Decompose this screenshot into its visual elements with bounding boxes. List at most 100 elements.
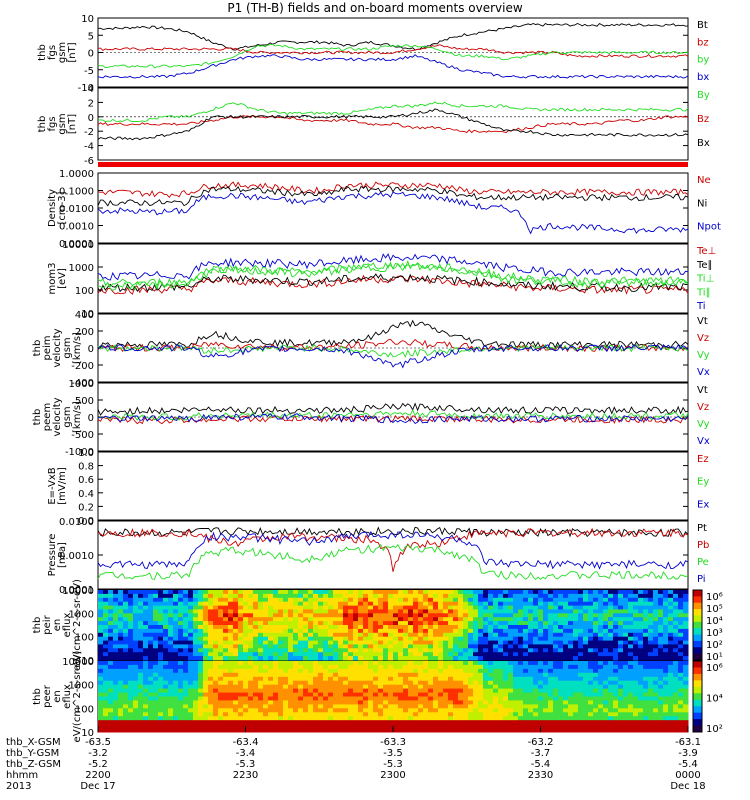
heatmap-cell — [538, 672, 544, 678]
heatmap-cell — [508, 728, 514, 733]
heatmap-cell — [608, 636, 614, 642]
heatmap-cell — [408, 644, 414, 649]
heatmap-cell — [458, 684, 464, 690]
heatmap-cell — [208, 636, 214, 642]
heatmap-cell — [223, 708, 229, 713]
heatmap-cell — [598, 628, 604, 634]
heatmap-cell — [298, 593, 304, 599]
heatmap-cell — [473, 712, 479, 717]
x-tick-label: Dec 18 — [670, 781, 705, 792]
heatmap-cell — [603, 648, 609, 653]
heatmap-cell — [223, 720, 229, 725]
heatmap-cell — [158, 593, 164, 599]
heatmap-cell — [583, 680, 589, 686]
heatmap-cell — [453, 668, 459, 674]
heatmap-cell — [188, 724, 194, 729]
heatmap-cell — [648, 676, 654, 682]
heatmap-cell — [363, 708, 369, 713]
heatmap-cell — [668, 692, 674, 697]
heatmap-cell — [218, 704, 224, 709]
heatmap-cell — [653, 632, 659, 638]
heatmap-cell — [683, 672, 689, 678]
heatmap-cell — [198, 640, 204, 645]
heatmap-cell — [288, 597, 294, 603]
heatmap-cell — [188, 692, 194, 697]
heatmap-cell — [353, 632, 359, 638]
heatmap-cell — [293, 593, 299, 599]
heatmap-cell — [263, 680, 269, 686]
heatmap-cell — [648, 696, 654, 701]
status-bar — [98, 162, 688, 167]
heatmap-cell — [98, 636, 104, 642]
heatmap-cell — [218, 648, 224, 653]
heatmap-cell — [493, 724, 499, 729]
heatmap-cell — [203, 597, 209, 603]
heatmap-cell — [233, 648, 239, 653]
heatmap-cell — [583, 613, 589, 618]
y-tick-label: -10 — [78, 83, 94, 94]
heatmap-cell — [483, 601, 489, 607]
heatmap-cell — [583, 724, 589, 729]
heatmap-cell — [543, 720, 549, 725]
heatmap-cell — [618, 704, 624, 709]
heatmap-cell — [668, 628, 674, 634]
heatmap-cell — [513, 609, 519, 614]
heatmap-cell — [623, 613, 629, 618]
heatmap-cell — [118, 696, 124, 701]
colorbar-tick-label: 10¹ — [706, 652, 723, 663]
heatmap-cell — [523, 676, 529, 682]
x-tick-label: -63.1 — [675, 737, 701, 748]
heatmap-cell — [598, 696, 604, 701]
heatmap-cell — [523, 593, 529, 599]
heatmap-cell — [413, 644, 419, 649]
heatmap-cell — [648, 656, 654, 661]
heatmap-cell — [363, 680, 369, 686]
heatmap-cell — [568, 661, 574, 666]
heatmap-cell — [503, 680, 509, 686]
heatmap-cell — [398, 661, 404, 666]
heatmap-cell — [683, 676, 689, 682]
heatmap-cell — [353, 605, 359, 610]
y-axis-label: en — [52, 619, 63, 632]
heatmap-cell — [283, 625, 289, 630]
heatmap-cell — [513, 692, 519, 697]
heatmap-cell — [148, 708, 154, 713]
heatmap-cell — [483, 712, 489, 717]
heatmap-cell — [338, 720, 344, 725]
heatmap-cell — [388, 656, 394, 661]
heatmap-cell — [623, 656, 629, 661]
heatmap-cell — [528, 632, 534, 638]
heatmap-cell — [288, 632, 294, 638]
heatmap-cell — [638, 720, 644, 725]
heatmap-cell — [118, 700, 124, 705]
heatmap-cell — [488, 644, 494, 649]
heatmap-cell — [368, 632, 374, 638]
heatmap-cell — [398, 708, 404, 713]
heatmap-cell — [308, 716, 314, 721]
heatmap-cell — [263, 652, 269, 657]
heatmap-cell — [563, 716, 569, 721]
heatmap-cell — [463, 644, 469, 649]
heatmap-cell — [543, 700, 549, 705]
heatmap-cell — [428, 716, 434, 721]
heatmap-cell — [543, 712, 549, 717]
heatmap-cell — [603, 688, 609, 693]
heatmap-cell — [518, 676, 524, 682]
heatmap-cell — [668, 617, 674, 622]
heatmap-cell — [613, 684, 619, 690]
heatmap-cell — [333, 640, 339, 645]
heatmap-cell — [248, 712, 254, 717]
heatmap-cell — [443, 628, 449, 634]
heatmap-cell — [173, 712, 179, 717]
heatmap-cell — [663, 668, 669, 674]
heatmap-cell — [313, 728, 319, 733]
heatmap-cell — [193, 640, 199, 645]
heatmap-cell — [218, 605, 224, 610]
heatmap-cell — [588, 664, 594, 670]
heatmap-cell — [423, 676, 429, 682]
heatmap-cell — [608, 728, 614, 733]
heatmap-cell — [388, 617, 394, 622]
heatmap-cell — [598, 593, 604, 599]
heatmap-cell — [123, 652, 129, 657]
heatmap-cell — [228, 728, 234, 733]
